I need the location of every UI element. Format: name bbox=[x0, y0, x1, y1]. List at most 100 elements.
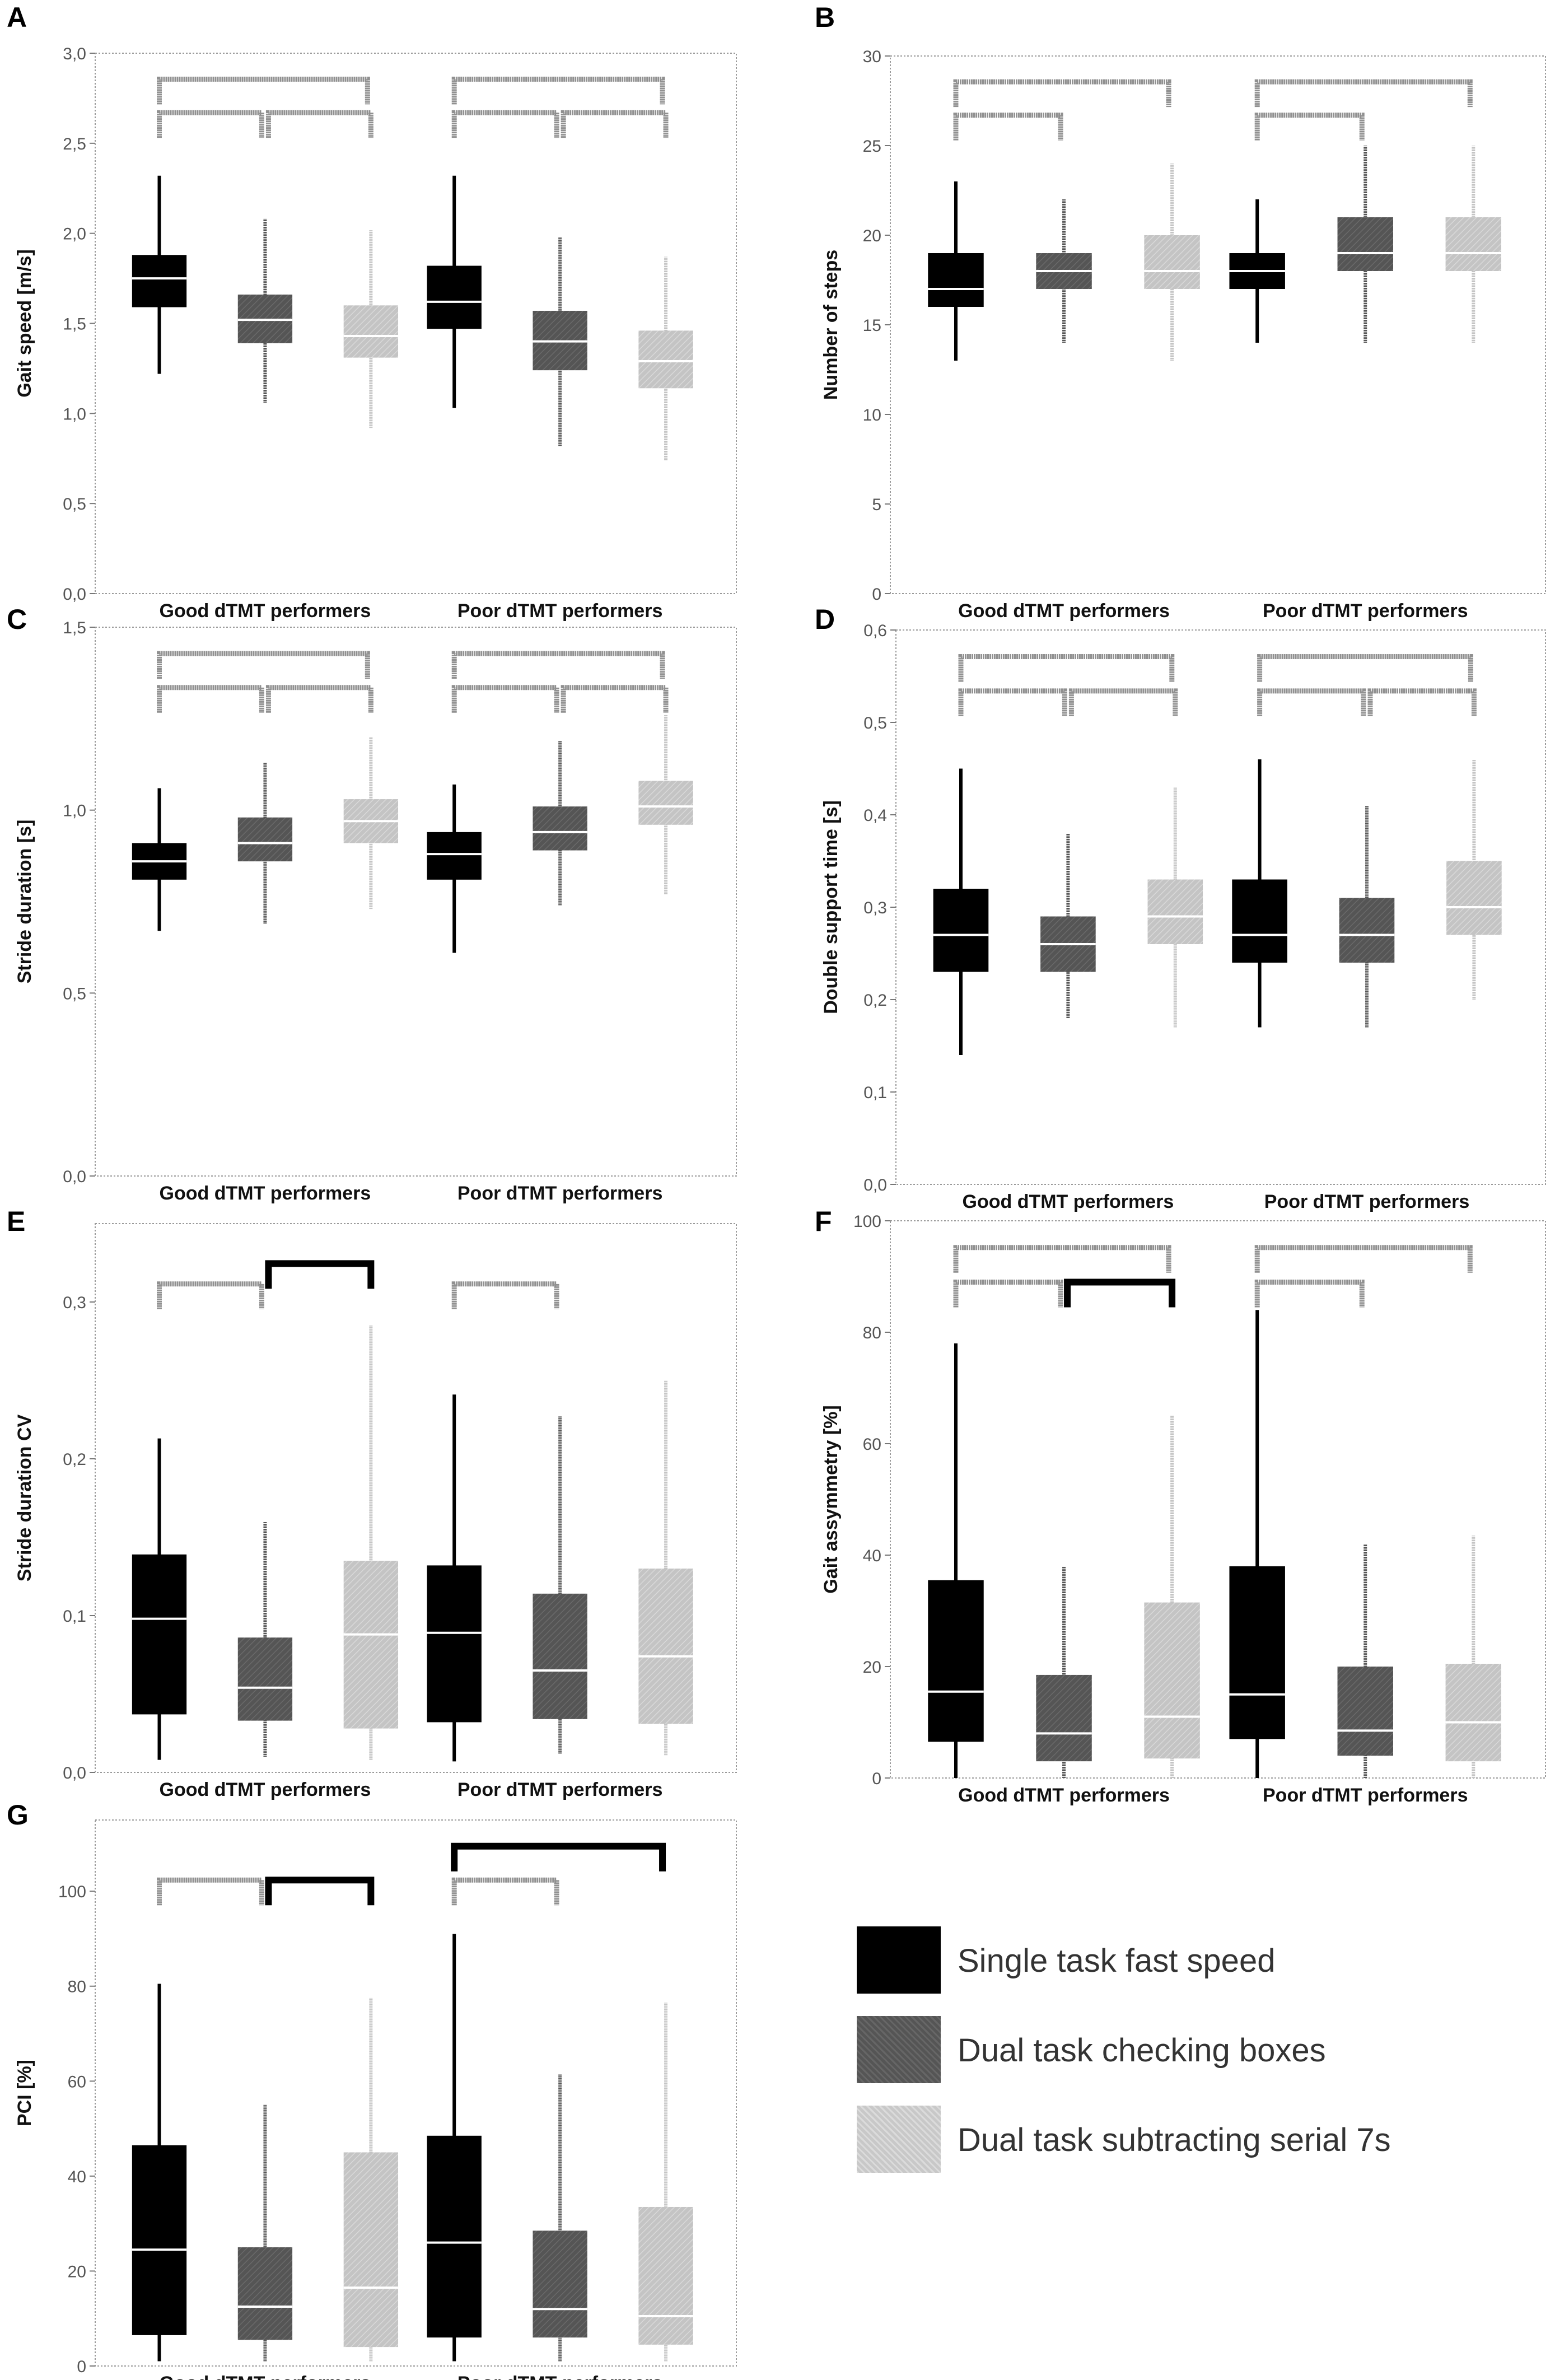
panel-letter-d: D bbox=[815, 604, 835, 635]
y-tick-label: 2,5 bbox=[63, 135, 86, 153]
plot-frame bbox=[95, 1223, 737, 1773]
y-tick-label: 1,0 bbox=[63, 405, 86, 423]
significance-bracket bbox=[451, 651, 665, 679]
box-iqr bbox=[1144, 1602, 1200, 1759]
legend-swatch-single bbox=[857, 1926, 941, 1994]
y-tick-label: 60 bbox=[863, 1435, 881, 1454]
group-label-good: Good dTMT performers bbox=[160, 1183, 371, 1204]
legend-label-checking: Dual task checking boxes bbox=[958, 2032, 1326, 2069]
box-iqr bbox=[638, 2206, 693, 2345]
y-axis-label: Stride duration CV bbox=[14, 1414, 35, 1581]
significance-bracket bbox=[157, 76, 370, 105]
plot-frame bbox=[890, 55, 1546, 594]
y-tick-label: 100 bbox=[58, 1883, 86, 1901]
legend-swatch-checking bbox=[857, 2016, 941, 2083]
box-iqr bbox=[1147, 879, 1203, 944]
significance-bracket bbox=[953, 1245, 1171, 1273]
y-tick-label: 0,1 bbox=[863, 1084, 887, 1102]
y-axis-label: PCI [%] bbox=[14, 2060, 35, 2126]
y-tick-label: 1,5 bbox=[63, 619, 86, 637]
y-axis-label: Gait speed [m/s] bbox=[14, 249, 35, 398]
chart-panel-a: A 0,0 0,5 1,0 1,5 2,0 2,5 3,0 Gait speed [m/s] G… bbox=[0, 0, 773, 622]
significance-bracket bbox=[1254, 113, 1365, 141]
y-tick-label: 10 bbox=[863, 406, 881, 424]
group-label-poor: Poor dTMT performers bbox=[1263, 600, 1468, 622]
y-axis-label: Gait assymmetry [%] bbox=[820, 1405, 842, 1593]
y-tick-label: 25 bbox=[863, 137, 881, 156]
y-tick-label: 0,2 bbox=[863, 991, 887, 1010]
legend: Single task fast speed Dual task checkin… bbox=[857, 1926, 1529, 2218]
y-tick-label: 0,0 bbox=[63, 1764, 86, 1782]
legend-label-single: Single task fast speed bbox=[958, 1943, 1276, 1979]
group-label-poor: Poor dTMT performers bbox=[1263, 1785, 1468, 1806]
significance-bracket bbox=[1254, 1279, 1365, 1308]
box-iqr bbox=[1036, 1674, 1092, 1762]
significance-bracket bbox=[1254, 1245, 1473, 1273]
plot-frame bbox=[95, 627, 737, 1177]
significance-bracket bbox=[561, 685, 669, 713]
plot-frame bbox=[95, 1819, 737, 2367]
panel-letter-a: A bbox=[7, 2, 27, 33]
group-label-good: Good dTMT performers bbox=[958, 600, 1170, 622]
box-iqr bbox=[1232, 879, 1287, 963]
box-iqr bbox=[427, 832, 482, 880]
y-tick-label: 40 bbox=[863, 1547, 881, 1565]
box-iqr bbox=[132, 2145, 187, 2335]
y-tick-label: 3,0 bbox=[63, 45, 86, 63]
significance-bracket bbox=[157, 1877, 264, 1906]
box-iqr bbox=[533, 2230, 587, 2338]
significance-bracket bbox=[451, 1842, 666, 1872]
chart-svg-a: 0,0 0,5 1,0 1,5 2,0 2,5 3,0 Gait speed [m/s] Goo… bbox=[14, 45, 737, 622]
chart-panel-c: C 0,0 0,5 1,0 1,5 Stride duration [s] Good dT… bbox=[0, 602, 773, 1218]
y-tick-label: 1,0 bbox=[63, 802, 86, 820]
box-iqr bbox=[638, 330, 693, 389]
y-axis-label: Double support time [s] bbox=[820, 800, 842, 1014]
y-tick-label: 0 bbox=[872, 1770, 881, 1788]
box-iqr bbox=[343, 1561, 399, 1729]
y-tick-label: 80 bbox=[68, 1978, 86, 1996]
box-iqr bbox=[1446, 861, 1502, 935]
y-tick-label: 0,5 bbox=[863, 714, 887, 732]
box-iqr bbox=[132, 1554, 187, 1715]
y-tick-label: 100 bbox=[853, 1212, 881, 1231]
box-iqr bbox=[533, 806, 587, 851]
y-tick-label: 0,0 bbox=[63, 585, 86, 604]
group-label-poor: Poor dTMT performers bbox=[457, 1183, 662, 1204]
legend-item-single: Single task fast speed bbox=[857, 1926, 1529, 1999]
y-tick-label: 0,1 bbox=[63, 1607, 86, 1626]
significance-bracket bbox=[265, 110, 373, 138]
y-tick-label: 0,3 bbox=[63, 1294, 86, 1312]
y-tick-label: 30 bbox=[863, 48, 881, 66]
significance-bracket bbox=[1257, 688, 1366, 716]
panel-letter-b: B bbox=[815, 2, 835, 33]
group-label-poor: Poor dTMT performers bbox=[457, 600, 662, 622]
group-label-good: Good dTMT performers bbox=[160, 1779, 371, 1800]
box-iqr bbox=[427, 2135, 482, 2338]
y-tick-label: 5 bbox=[872, 496, 881, 514]
panel-letter-g: G bbox=[7, 1799, 29, 1831]
y-tick-label: 80 bbox=[863, 1324, 881, 1342]
chart-svg-f: 0 20 40 60 80 100 Gait assymmetry [%] Good dTMT… bbox=[820, 1212, 1546, 1806]
group-label-good: Good dTMT performers bbox=[958, 1785, 1170, 1806]
significance-bracket bbox=[1254, 79, 1473, 108]
y-tick-label: 0,5 bbox=[63, 495, 86, 514]
significance-bracket bbox=[157, 1281, 264, 1309]
significance-bracket bbox=[1068, 688, 1178, 716]
box-iqr bbox=[533, 1593, 587, 1719]
box-iqr bbox=[1337, 1667, 1393, 1756]
significance-bracket bbox=[265, 685, 373, 713]
y-tick-label: 0,0 bbox=[863, 1176, 887, 1194]
box-iqr bbox=[928, 253, 984, 307]
y-tick-label: 0,0 bbox=[63, 1168, 86, 1186]
y-tick-label: 0,6 bbox=[863, 622, 887, 640]
y-tick-label: 20 bbox=[863, 227, 881, 245]
y-tick-label: 20 bbox=[863, 1658, 881, 1677]
legend-swatch-subtracting bbox=[857, 2106, 941, 2173]
significance-bracket bbox=[1257, 654, 1473, 682]
significance-bracket bbox=[157, 110, 264, 138]
significance-bracket bbox=[958, 654, 1175, 682]
legend-item-subtracting: Dual task subtracting serial 7s bbox=[857, 2106, 1529, 2178]
y-tick-label: 15 bbox=[863, 316, 881, 335]
chart-panel-b: B 0 5 10 15 20 25 30 Number of steps Good dTMT p… bbox=[806, 0, 1555, 622]
significance-bracket bbox=[451, 1877, 559, 1906]
